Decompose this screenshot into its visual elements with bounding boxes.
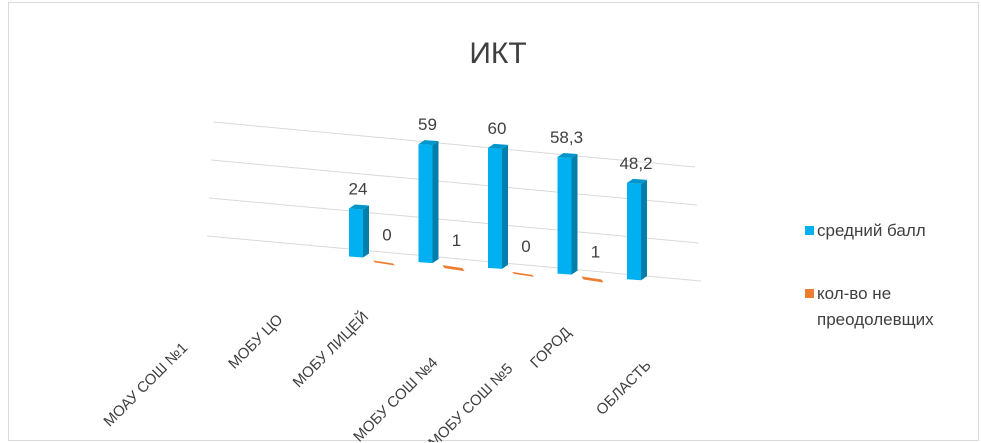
bar-side (502, 144, 508, 269)
data-label: 48,2 (619, 154, 652, 173)
category-label: МОБУ ЛИЦЕЙ (289, 308, 372, 391)
category-label: МОБУ СОШ №5 (425, 360, 516, 442)
bar-top (488, 143, 508, 149)
bar-front (557, 156, 572, 275)
gridline (206, 235, 702, 282)
bar-front (349, 208, 363, 258)
bar-top (349, 204, 369, 210)
bar-top (557, 152, 578, 158)
category-label: МОБУ СОШ №4 (350, 354, 441, 442)
gridline (208, 197, 700, 244)
bar-side (432, 141, 439, 264)
bar-front (488, 147, 502, 269)
category-label: МОАУ СОШ №1 (100, 339, 191, 430)
bar-front (373, 260, 395, 266)
bar-side (641, 179, 647, 281)
data-label: 24 (349, 179, 368, 198)
bar-front (442, 265, 465, 272)
category-label: ГОРОД (527, 324, 574, 371)
chart-title: ИКТ (469, 37, 526, 70)
bar-top (418, 140, 439, 146)
bar-front (627, 182, 641, 281)
legend-label: кол-во не преодолевщих (817, 284, 934, 329)
gridline (210, 159, 698, 206)
gridline (212, 121, 696, 168)
bar-front (418, 144, 433, 264)
bar-top (627, 178, 647, 184)
data-label: 0 (521, 237, 530, 256)
legend-swatch (805, 289, 814, 298)
bar-front (581, 276, 604, 283)
chart-frame: ИКТ 24 0 59 1 60 0 58,3 1 48,2 МОАУ СОШ №1 МОБУ ЦО М… (8, 2, 979, 442)
bar-side (363, 205, 369, 258)
data-label: 58,3 (550, 128, 583, 147)
bar-side (571, 153, 578, 275)
legend-label: средний балл (817, 221, 926, 240)
data-label: 59 (418, 115, 437, 134)
data-label: 0 (382, 225, 391, 244)
data-label: 60 (488, 119, 507, 138)
category-label: ОБЛАСТЬ (593, 357, 655, 419)
data-label: 1 (591, 243, 600, 262)
legend-swatch (805, 226, 814, 235)
category-label: МОБУ ЦО (225, 311, 286, 372)
data-label: 1 (452, 231, 461, 250)
bar-front (512, 271, 534, 277)
